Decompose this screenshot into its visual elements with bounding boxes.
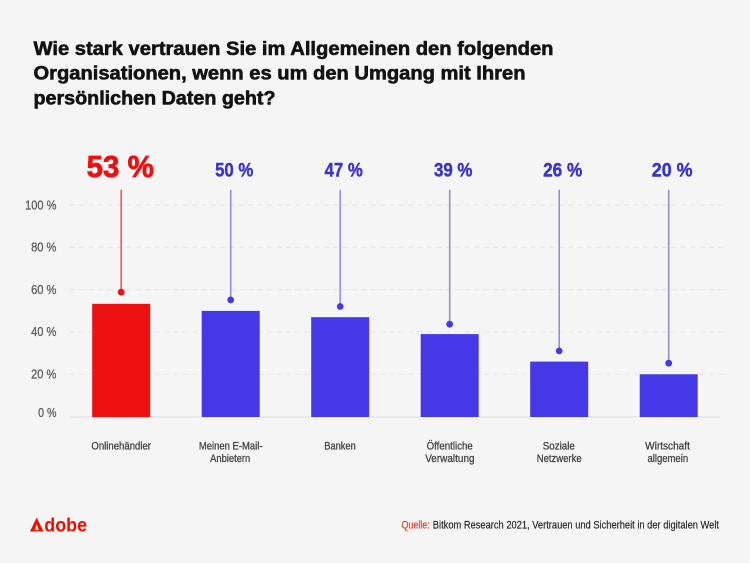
svg-text:Öffentliche: Öffentliche bbox=[427, 440, 473, 452]
svg-text:100 %: 100 % bbox=[25, 197, 56, 212]
svg-text:Wirtschaft: Wirtschaft bbox=[645, 440, 690, 452]
svg-text:39 %: 39 % bbox=[434, 159, 473, 181]
svg-text:60 %: 60 % bbox=[31, 282, 56, 297]
svg-text:47 %: 47 % bbox=[325, 159, 364, 181]
svg-text:Anbietern: Anbietern bbox=[210, 453, 250, 465]
svg-text:Meinen E-Mail-: Meinen E-Mail- bbox=[199, 440, 263, 452]
svg-text:20 %: 20 % bbox=[31, 367, 56, 382]
svg-text:Banken: Banken bbox=[324, 440, 356, 452]
svg-text:Quelle:: Quelle: bbox=[402, 520, 430, 532]
svg-text:Netzwerke: Netzwerke bbox=[537, 453, 582, 465]
svg-text:dobe: dobe bbox=[44, 515, 87, 537]
svg-text:20 %: 20 % bbox=[652, 159, 693, 181]
svg-text:Soziale: Soziale bbox=[543, 440, 575, 452]
svg-text:persönlichen Daten geht?: persönlichen Daten geht? bbox=[34, 88, 276, 109]
svg-text:Organisationen, wenn es um den: Organisationen, wenn es um den Umgang mi… bbox=[34, 64, 526, 85]
svg-text:80 %: 80 % bbox=[31, 240, 56, 255]
svg-text:50 %: 50 % bbox=[215, 159, 254, 181]
svg-text:Verwaltung: Verwaltung bbox=[425, 453, 474, 465]
svg-text:26 %: 26 % bbox=[543, 159, 583, 181]
svg-text:Onlinehändler: Onlinehändler bbox=[91, 440, 151, 452]
svg-text:allgemein: allgemein bbox=[648, 453, 689, 465]
svg-text:Bitkom Research 2021, Vertraue: Bitkom Research 2021, Vertrauen und Sich… bbox=[433, 520, 719, 532]
svg-text:Wie stark vertrauen Sie im All: Wie stark vertrauen Sie im Allgemeinen d… bbox=[34, 39, 554, 60]
svg-text:53 %: 53 % bbox=[87, 150, 154, 184]
svg-text:40 %: 40 % bbox=[31, 324, 56, 339]
svg-text:0 %: 0 % bbox=[38, 405, 56, 420]
